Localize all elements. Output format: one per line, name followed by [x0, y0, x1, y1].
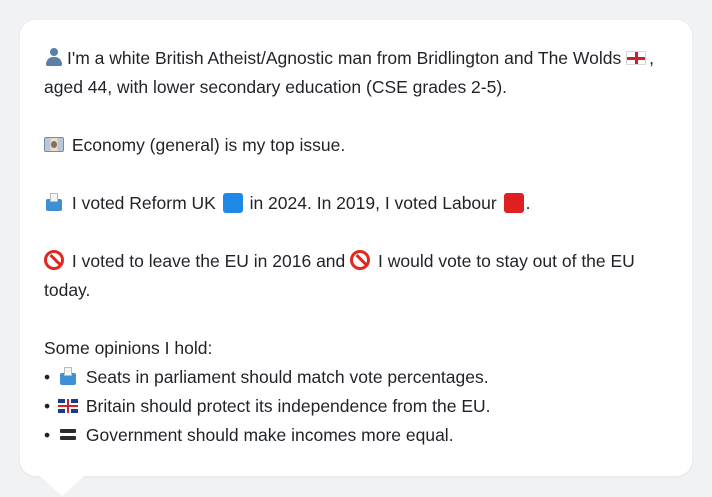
list-item: • Seats in parliament should match vote …: [44, 363, 668, 392]
opinion-text: Government should make incomes more equa…: [85, 425, 454, 445]
ballot-icon: [44, 192, 64, 212]
prohibited-icon: [350, 250, 371, 270]
prohibited-icon: [44, 250, 64, 270]
intro-text: I'm a white British Atheist/Agnostic man…: [67, 48, 622, 68]
person-icon: [44, 47, 64, 67]
red-square-icon: [503, 193, 524, 213]
money-icon: [44, 137, 64, 152]
list-item: • Government should make incomes more eq…: [44, 421, 668, 450]
top-issue-paragraph: Economy (general) is my top issue.: [44, 131, 668, 160]
votes-text-1: I voted Reform UK: [71, 193, 216, 213]
list-item: • Britain should protect its independenc…: [44, 392, 668, 421]
blue-square-icon: [222, 193, 243, 213]
opinion-text: Britain should protect its independence …: [85, 396, 491, 416]
flag-england-icon: [626, 51, 647, 65]
votes-text-3: .: [525, 193, 531, 213]
brexit-text-1: I voted to leave the EU in 2016 and: [71, 251, 346, 271]
intro-paragraph: I'm a white British Atheist/Agnostic man…: [44, 44, 668, 102]
votes-paragraph: I voted Reform UK in 2024. In 2019, I vo…: [44, 189, 668, 218]
brexit-text-2: I would vote to stay out of the EU today…: [44, 251, 635, 300]
votes-text-2: in 2024. In 2019, I voted Labour: [249, 193, 497, 213]
flag-uk-icon: [58, 399, 78, 413]
opinions-section: Some opinions I hold: • Seats in parliam…: [44, 334, 668, 450]
opinion-text: Seats in parliament should match vote pe…: [85, 367, 489, 387]
bullet: •: [44, 367, 51, 387]
intro-text-end: , aged 44, with lower secondary educatio…: [44, 48, 654, 97]
speech-bubble-tail: [40, 476, 84, 496]
bullet: •: [44, 396, 51, 416]
opinions-heading: Some opinions I hold:: [44, 338, 213, 358]
brexit-paragraph: I voted to leave the EU in 2016 and I wo…: [44, 247, 668, 305]
top-issue-text: Economy (general) is my top issue.: [71, 135, 346, 155]
persona-card: I'm a white British Atheist/Agnostic man…: [20, 20, 692, 476]
bullet: •: [44, 425, 51, 445]
ballot-icon: [58, 366, 78, 386]
equals-icon: [58, 424, 78, 444]
